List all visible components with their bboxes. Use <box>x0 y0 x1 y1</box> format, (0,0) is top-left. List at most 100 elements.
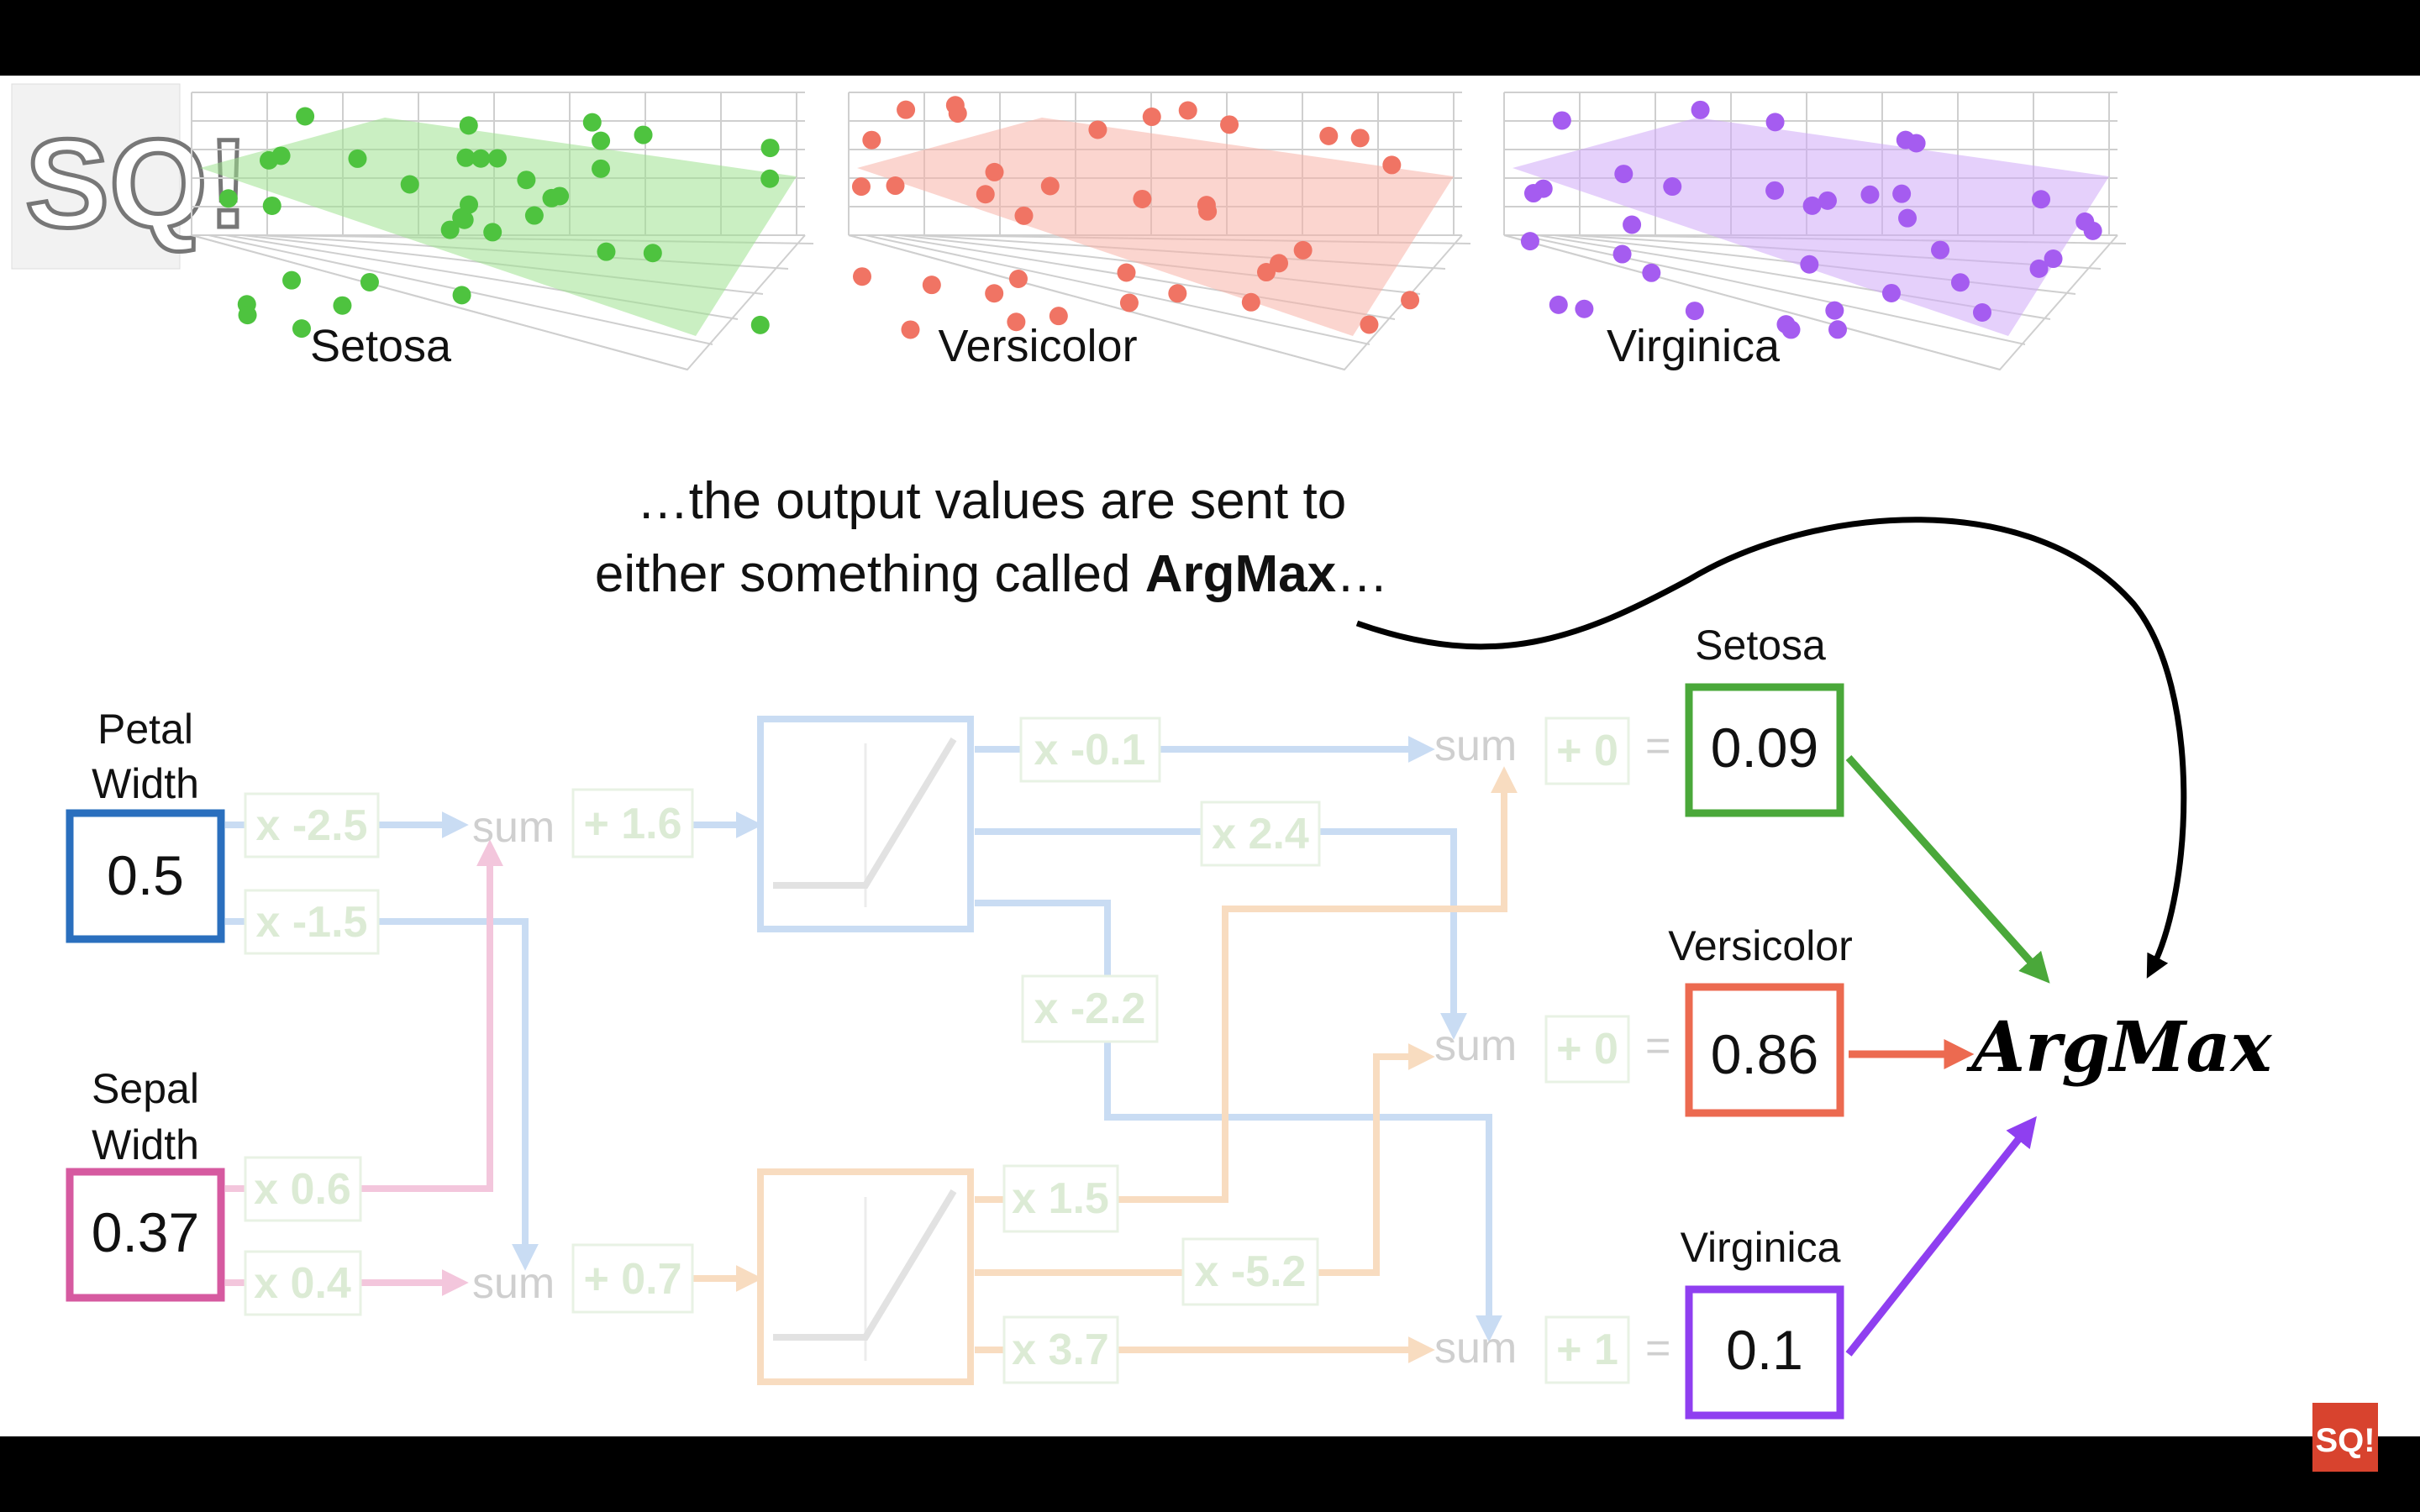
plot-point <box>1765 113 1785 132</box>
relu-node-2 <box>757 1168 974 1385</box>
sepal-value: 0.37 <box>92 1201 199 1263</box>
plot-point <box>1828 320 1848 339</box>
sum-output-2: sum <box>1434 1021 1517 1070</box>
curved-arrow <box>1355 517 2187 979</box>
input-sepal-width: Sepal Width 0.37 <box>66 1065 225 1302</box>
output-bias-1: + 0 <box>1556 727 1618 775</box>
argmax-label: ArgMax <box>1966 1007 2273 1088</box>
bottom-letterbox <box>0 1436 2420 1512</box>
plot-setosa: Setosa <box>191 92 814 371</box>
plot-point <box>1241 292 1260 312</box>
plot-point <box>487 149 507 168</box>
plot-point <box>452 286 471 305</box>
plot-point <box>1360 315 1379 334</box>
sum-output-1: sum <box>1434 722 1517 770</box>
plot-point <box>360 272 379 291</box>
plot-point <box>1117 263 1136 282</box>
sum-nodes: sum sum sum sum sum = = = <box>472 722 1670 1373</box>
weight-w9: x -5.2 <box>1195 1247 1307 1296</box>
plot-point <box>862 130 881 150</box>
plot-point <box>1972 302 1991 322</box>
plot-point <box>643 244 662 263</box>
output-value-versicolor: 0.86 <box>1711 1023 1818 1085</box>
plot-point <box>2044 249 2063 269</box>
logo-text: SQ! <box>25 113 250 254</box>
plot-point <box>976 185 995 204</box>
plot-versicolor: Versicolor <box>848 92 1471 371</box>
plot-point <box>471 149 491 168</box>
plot-point <box>517 171 536 190</box>
weight-w7: x -2.2 <box>1034 984 1146 1033</box>
output-box-setosa <box>1685 683 1844 817</box>
plot-point <box>1825 301 1844 320</box>
plot-label-virginica: Virginica <box>1607 321 1781 371</box>
output-versicolor: Versicolor 0.86 <box>1668 922 1853 1117</box>
output-bias-2: + 0 <box>1556 1025 1618 1074</box>
3d-plots: Setosa Versicolor Virginica <box>191 92 2127 371</box>
plot-point <box>550 186 570 206</box>
plot-point <box>1931 240 1950 260</box>
output-box-versicolor <box>1685 983 1844 1117</box>
plot-point <box>1119 293 1139 312</box>
weight-w6: x 2.4 <box>1212 810 1309 858</box>
plot-point <box>1549 295 1568 314</box>
statquest-small-logo: SQ! <box>2312 1403 2378 1472</box>
plot-point <box>1950 273 1970 292</box>
plot-point <box>597 242 616 261</box>
plot-point <box>985 162 1004 181</box>
plot-point <box>985 284 1004 303</box>
output-value-virginica: 0.1 <box>1726 1319 1803 1381</box>
plot-point <box>1382 155 1402 175</box>
plot-point <box>1781 320 1801 339</box>
input-petal-width: Petal Width 0.5 <box>66 706 225 943</box>
weight-w2: x -1.5 <box>256 898 368 947</box>
equals-1: = <box>1645 722 1670 770</box>
plot-point <box>1552 111 1571 130</box>
plot-point <box>1014 206 1034 225</box>
output-bias-3: + 1 <box>1556 1326 1618 1374</box>
caption-line-2: either something called ArgMax… <box>595 545 1388 603</box>
plot-point <box>1520 232 1539 251</box>
plot-point <box>634 125 653 144</box>
plot-point <box>1685 302 1704 321</box>
plot-point <box>460 195 479 214</box>
caption-bold: ArgMax <box>1145 545 1337 603</box>
plot-point <box>1642 263 1661 282</box>
plot-point <box>1663 177 1682 197</box>
plot-point <box>1049 307 1068 326</box>
equals-2: = <box>1645 1021 1670 1070</box>
plot-point <box>1818 191 1837 210</box>
weight-w10: x 3.7 <box>1012 1326 1109 1374</box>
sum-hidden-1: sum <box>472 803 555 852</box>
caption-line-1: …the output values are sent to <box>637 472 1346 530</box>
plot-label-versicolor: Versicolor <box>938 321 1137 371</box>
sum-hidden-2: sum <box>472 1259 555 1308</box>
plot-point <box>1881 283 1901 302</box>
output-box-virginica <box>1685 1285 1844 1420</box>
plot-point <box>1198 202 1218 221</box>
plot-point <box>1401 291 1420 310</box>
plot-point <box>750 315 770 334</box>
plot-point <box>1088 120 1107 139</box>
weight-w4: x 0.4 <box>254 1259 351 1308</box>
plot-point <box>483 223 502 242</box>
petal-value-box <box>66 809 225 943</box>
arrow-setosa-to-argmax <box>1845 755 2050 984</box>
relu-node-1 <box>757 716 974 932</box>
plot-point <box>1220 115 1239 134</box>
plot-point <box>1133 189 1152 208</box>
plot-point <box>760 169 780 188</box>
small-logo-text: SQ! <box>2315 1422 2375 1459</box>
plot-point <box>1800 255 1819 274</box>
plot-point <box>901 320 920 339</box>
plot-point <box>582 113 602 132</box>
plot-point <box>1575 299 1594 318</box>
sepal-label-2: Width <box>92 1121 199 1168</box>
plot-point <box>760 139 780 158</box>
plot-point <box>440 220 460 239</box>
output-label-setosa: Setosa <box>1695 622 1826 669</box>
output-virginica: Virginica 0.1 <box>1681 1224 1844 1420</box>
plot-point <box>1898 208 1918 228</box>
weight-w3: x 0.6 <box>254 1165 351 1214</box>
